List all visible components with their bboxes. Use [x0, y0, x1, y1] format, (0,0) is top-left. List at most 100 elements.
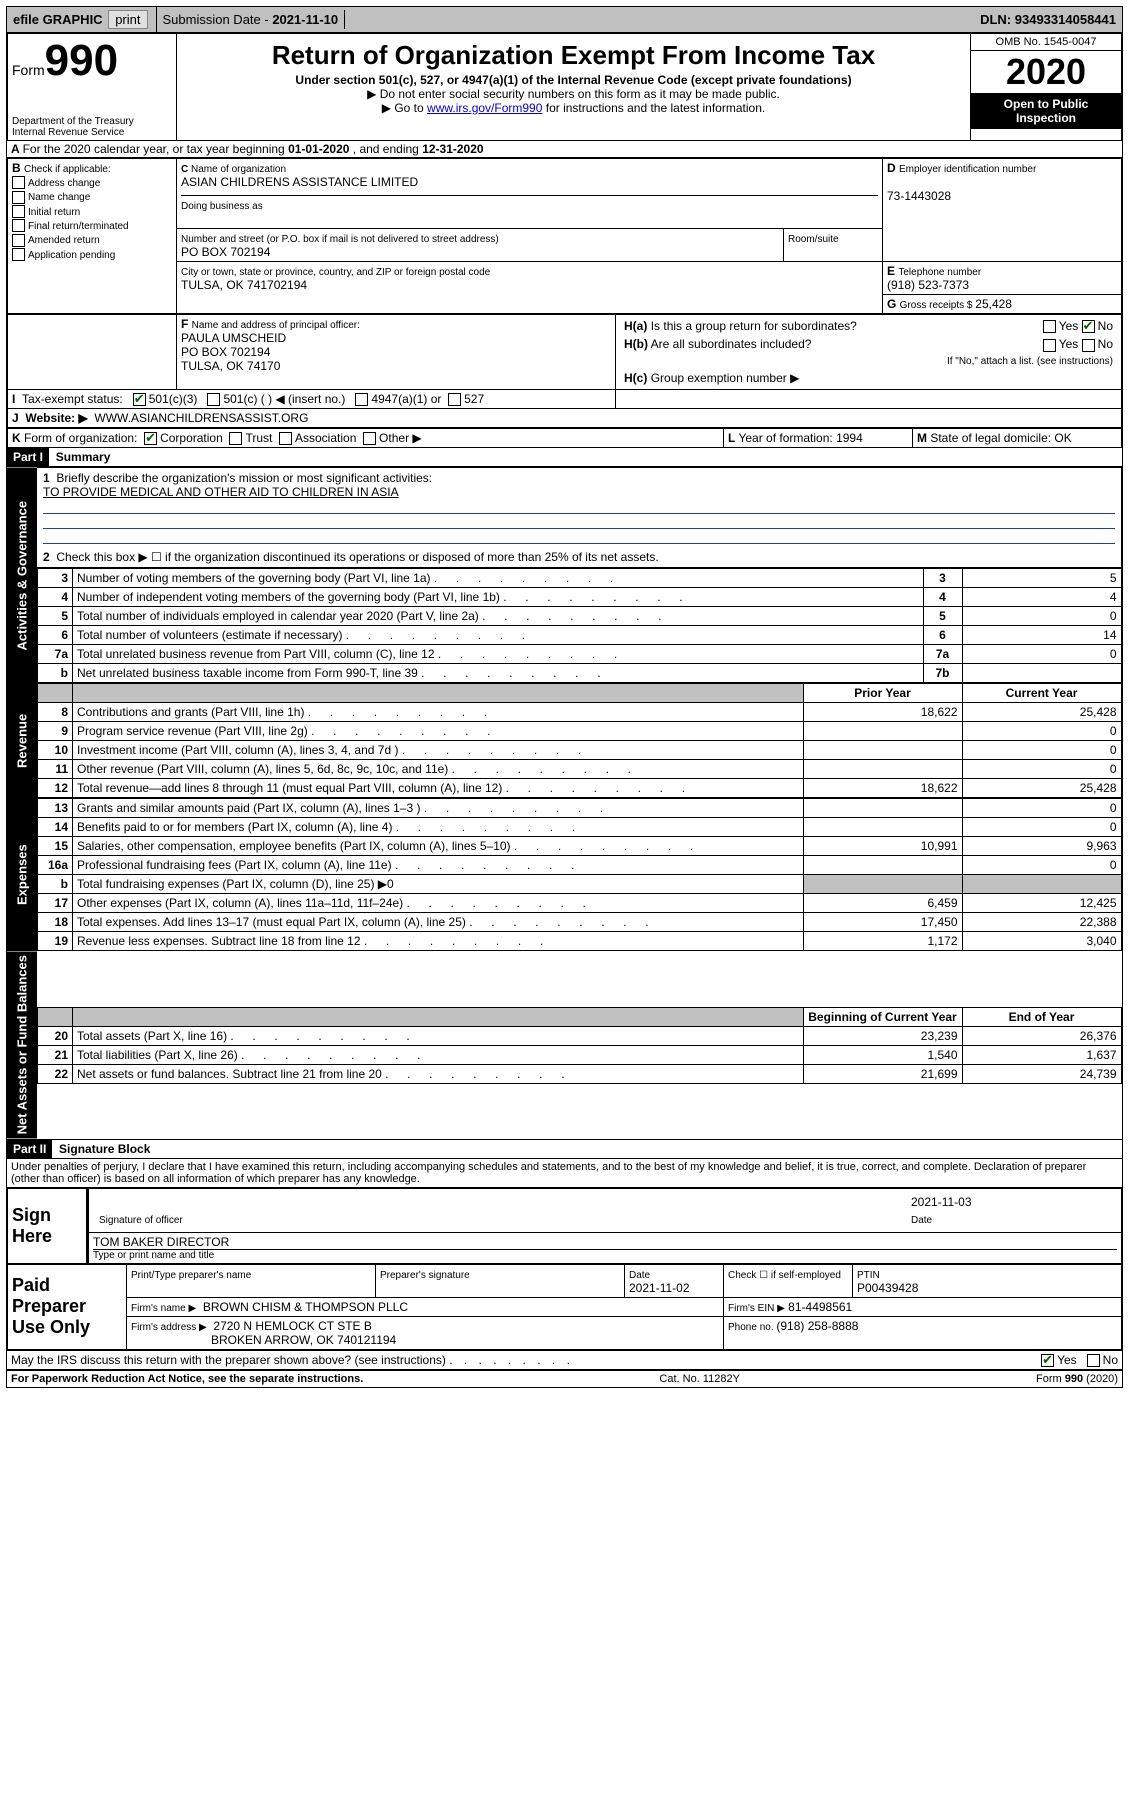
box-m: M State of legal domicile: OK — [913, 428, 1122, 447]
line-7a: 7aTotal unrelated business revenue from … — [38, 645, 1122, 664]
line-18: 18Total expenses. Add lines 13–17 (must … — [38, 913, 1122, 932]
efile-graphic-label: efile GRAPHIC print — [7, 7, 157, 32]
box-i: I Tax-exempt status: 501(c)(3) 501(c) ( … — [8, 389, 616, 408]
box-c-street: Number and street (or P.O. box if mail i… — [177, 229, 784, 262]
page-footer: For Paperwork Reduction Act Notice, see … — [7, 1369, 1122, 1387]
revenue-lines: Prior YearCurrent Year8Contributions and… — [37, 683, 1122, 798]
chk-final-return[interactable] — [12, 219, 25, 232]
irs-form990-link[interactable]: www.irs.gov/Form990 — [427, 101, 542, 115]
part2-header-row: Part II Signature Block — [7, 1139, 1122, 1159]
tax-year-period: A For the 2020 calendar year, or tax yea… — [7, 141, 1122, 158]
instruct-ssn: ▶ Do not enter social security numbers o… — [181, 87, 966, 101]
chk-name-change[interactable] — [12, 191, 25, 204]
line-22: 22Net assets or fund balances. Subtract … — [38, 1064, 1122, 1083]
title-cell: Return of Organization Exempt From Incom… — [177, 34, 971, 141]
part1-tab: Part I — [7, 448, 49, 466]
line-19: 19Revenue less expenses. Subtract line 1… — [38, 932, 1122, 951]
sign-here-label: Sign Here — [8, 1188, 88, 1263]
box-k: K Form of organization: Corporation Trus… — [8, 428, 724, 447]
chk-assoc[interactable] — [279, 432, 292, 445]
part1-header-row: Part I Summary — [7, 448, 1122, 467]
chk-address-change[interactable] — [12, 176, 25, 189]
part1-body: Activities & Governance 1 Briefly descri… — [7, 467, 1122, 1138]
line-11: 11Other revenue (Part VIII, column (A), … — [38, 760, 1122, 779]
box-l: L Year of formation: 1994 — [724, 428, 913, 447]
box-f: F Name and address of principal officer:… — [177, 315, 616, 390]
box-h: H(a) Is this a group return for subordin… — [616, 315, 1122, 390]
spacer — [345, 18, 974, 22]
chk-trust[interactable] — [229, 432, 242, 445]
line-17: 17Other expenses (Part IX, column (A), l… — [38, 894, 1122, 913]
line-14: 14Benefits paid to or for members (Part … — [38, 818, 1122, 837]
chk-hb-yes[interactable] — [1043, 339, 1056, 352]
dept-treasury: Department of the Treasury Internal Reve… — [12, 116, 172, 138]
vtab-governance: Activities & Governance — [7, 468, 37, 684]
chk-ha-no[interactable] — [1082, 320, 1095, 333]
part2-tab: Part II — [7, 1140, 52, 1158]
perjury-declaration: Under penalties of perjury, I declare th… — [7, 1159, 1122, 1188]
governance-lines: 3Number of voting members of the governi… — [37, 568, 1122, 683]
sign-here-table: Sign Here 2021-11-03 Signature of office… — [7, 1188, 1122, 1264]
header-table: Form990 Department of the Treasury Inter… — [7, 33, 1122, 141]
form-title: Return of Organization Exempt From Incom… — [181, 36, 966, 73]
chk-501c[interactable] — [207, 393, 220, 406]
form-number-cell: Form990 Department of the Treasury Inter… — [8, 34, 177, 141]
box-h-spacer — [616, 389, 1122, 408]
netasset-lines: Beginning of Current YearEnd of Year20To… — [37, 1007, 1122, 1084]
line-5: 5Total number of individuals employed in… — [38, 607, 1122, 626]
chk-discuss-no[interactable] — [1087, 1354, 1100, 1367]
vtab-revenue: Revenue — [7, 683, 37, 798]
chk-amended-return[interactable] — [12, 234, 25, 247]
line-b: bNet unrelated business taxable income f… — [38, 664, 1122, 683]
line-21: 21Total liabilities (Part X, line 26) . … — [38, 1045, 1122, 1064]
chk-app-pending[interactable] — [12, 248, 25, 261]
line-20: 20Total assets (Part X, line 16) . . . .… — [38, 1026, 1122, 1045]
chk-527[interactable] — [448, 393, 461, 406]
line-12: 12Total revenue—add lines 8 through 11 (… — [38, 779, 1122, 798]
box-e: E Telephone number (918) 523-7373 — [883, 262, 1122, 295]
dln-cell: DLN: 93493314058441 — [974, 10, 1122, 29]
klm-table: K Form of organization: Corporation Trus… — [7, 428, 1122, 448]
print-button[interactable]: print — [108, 10, 147, 29]
entity-info-table: B Check if applicable: Address change Na… — [7, 158, 1122, 314]
line-10: 10Investment income (Part VIII, column (… — [38, 741, 1122, 760]
chk-4947[interactable] — [355, 393, 368, 406]
chk-hb-no[interactable] — [1082, 339, 1095, 352]
efile-header-bar: efile GRAPHIC print Submission Date - 20… — [7, 7, 1122, 33]
omb-number: OMB No. 1545-0047 — [971, 34, 1121, 51]
line-9: 9Program service revenue (Part VIII, lin… — [38, 722, 1122, 741]
form-subtitle: Under section 501(c), 527, or 4947(a)(1)… — [181, 73, 966, 87]
open-inspection-box: Open to Public Inspection — [971, 93, 1121, 129]
line-4: 4Number of independent voting members of… — [38, 588, 1122, 607]
column-header-row: Beginning of Current YearEnd of Year — [38, 1007, 1122, 1026]
chk-discuss-yes[interactable] — [1041, 1354, 1054, 1367]
chk-initial-return[interactable] — [12, 205, 25, 218]
tax-year: 2020 — [971, 51, 1121, 93]
paid-preparer-table: Paid Preparer Use Only Print/Type prepar… — [7, 1264, 1122, 1350]
box-j: J Website: ▶ WWW.ASIANCHILDRENSASSIST.OR… — [8, 408, 1122, 427]
submission-date-cell: Submission Date - 2021-11-10 — [157, 10, 346, 29]
line-b: bTotal fundraising expenses (Part IX, co… — [38, 875, 1122, 894]
officer-group-table: F Name and address of principal officer:… — [7, 314, 1122, 428]
box-c-city: City or town, state or province, country… — [177, 262, 883, 314]
chk-ha-yes[interactable] — [1043, 320, 1056, 333]
vtab-expenses: Expenses — [7, 798, 37, 951]
chk-corp[interactable] — [144, 432, 157, 445]
chk-other[interactable] — [363, 432, 376, 445]
line-6: 6Total number of volunteers (estimate if… — [38, 626, 1122, 645]
chk-501c3[interactable] — [133, 393, 146, 406]
year-cell: OMB No. 1545-0047 2020 Open to Public In… — [971, 34, 1122, 141]
box-b: B Check if applicable: Address change Na… — [8, 159, 177, 314]
officer-name: TOM BAKER DIRECTOR — [93, 1235, 1117, 1250]
form-990-page: efile GRAPHIC print Submission Date - 20… — [6, 6, 1123, 1388]
discuss-row: May the IRS discuss this return with the… — [7, 1350, 1122, 1369]
line-15: 15Salaries, other compensation, employee… — [38, 837, 1122, 856]
column-header-row: Prior YearCurrent Year — [38, 684, 1122, 703]
vtab-netassets: Net Assets or Fund Balances — [7, 951, 37, 1138]
line-8: 8Contributions and grants (Part VIII, li… — [38, 703, 1122, 722]
mission-text: TO PROVIDE MEDICAL AND OTHER AID TO CHIL… — [43, 485, 399, 499]
box-c-room: Room/suite — [784, 229, 883, 262]
box-g: G Gross receipts $ 25,428 — [883, 295, 1122, 314]
line-13: 13Grants and similar amounts paid (Part … — [38, 799, 1122, 818]
line-3: 3Number of voting members of the governi… — [38, 569, 1122, 588]
